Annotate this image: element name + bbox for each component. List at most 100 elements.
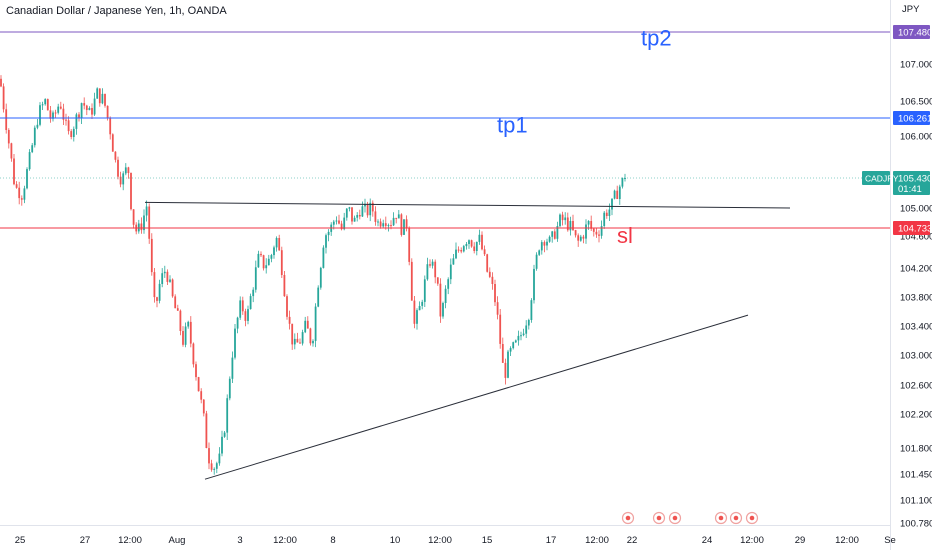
time-tick-label: 3 [237,535,242,546]
event-flag-icon[interactable] [668,511,682,525]
candle-body [447,279,450,289]
price-tag-tp2 [893,25,930,39]
candle-body [390,225,392,227]
candle-body [572,221,574,231]
candle-body [127,167,130,173]
candle-body [145,206,148,216]
price-tag-label-tp2: 107.480 [898,28,932,39]
candle-body [195,364,197,378]
candle-body [304,320,307,333]
event-flag-icon[interactable] [652,511,666,525]
candle-body [249,296,252,310]
candle-body [169,279,171,282]
event-flag-dot [625,515,631,521]
event-flag-icon[interactable] [714,511,728,525]
chart-title: Canadian Dollar / Japanese Yen, 1h, OAND… [6,5,227,17]
candle-body [75,114,78,129]
price-tick-label: 103.000 [900,351,932,362]
candle-body [504,362,507,378]
time-tick-label: 12:00 [835,535,859,546]
candle-body [236,317,239,329]
event-flag-icon[interactable] [729,511,743,525]
candle-body [455,249,457,259]
candle-body [491,276,494,284]
candle-body [20,198,23,200]
candle-body [527,320,530,326]
candle-body [226,398,229,433]
current-price-label: 105.430 [898,174,932,185]
candle-body [538,250,541,255]
candle-body [507,351,509,378]
price-tick-label: 102.600 [900,381,932,392]
time-axis[interactable]: 25 27 12:00 Aug 3 12:00 8 10 12:00 15 17 12:00 22 24 1… [15,535,896,546]
candle-body [163,271,166,274]
candle-body [46,99,49,111]
candle-body [150,238,153,273]
event-flag-dot [733,515,739,521]
plot-area[interactable] [0,0,890,525]
event-flag-dot [718,515,724,521]
event-flag-icon[interactable] [745,511,759,525]
candle-body [356,215,359,218]
candle-body [475,242,478,251]
candle-body [239,300,242,318]
candle-body [322,247,325,268]
candle-body [158,283,161,301]
candle-body [117,159,119,177]
candle-body [392,217,395,226]
countdown-label: 01:41 [898,184,922,195]
candle-body [93,98,96,115]
candle-body [83,103,86,106]
candle-body [171,279,174,297]
candle-body [473,246,476,251]
candle-body [561,214,564,221]
candle-body [275,238,278,248]
time-tick-label: 12:00 [118,535,142,546]
candle-body [247,309,249,321]
price-tick-label: 103.800 [900,293,932,304]
candle-body [611,198,613,210]
candle-body [452,258,455,265]
candle-body [556,226,559,239]
price-axis[interactable]: JPY 107.000106.500106.000105.000104.6001… [900,4,932,530]
candle-body [67,120,70,132]
candle-body [111,134,114,152]
candle-body [202,399,205,414]
candle-body [434,261,437,278]
price-tick-label: 103.400 [900,322,932,333]
price-axis-unit: JPY [902,4,920,15]
event-flag-icon[interactable] [621,511,635,525]
candle-body [382,223,385,227]
price-tag-sl [893,221,930,235]
candle-body [540,242,543,251]
candle-body [215,463,218,469]
candle-body [533,268,535,301]
candle-body [36,124,39,128]
time-tick-label: Se [884,535,896,546]
candle-body [577,235,580,241]
candle-body [109,118,112,135]
event-flag-dot [749,515,755,521]
candle-body [70,131,73,137]
event-markers[interactable] [621,511,759,525]
candle-body [525,325,528,334]
candle-body [78,114,80,118]
candle-body [137,223,140,232]
candle-body [85,105,88,110]
candle-body [343,217,346,230]
event-flag-dot [672,515,678,521]
candle-body [273,247,275,256]
candle-body [605,212,608,216]
candles-layer [0,75,626,475]
candle-body [299,342,301,344]
price-tag-tp1 [893,111,930,125]
price-tick-label: 106.000 [900,132,932,143]
current-price-tag [893,171,930,195]
candle-body [616,190,619,199]
candle-body [405,219,408,229]
candle-body [130,172,132,210]
candle-body [624,178,626,179]
candle-body [208,448,210,464]
candle-body [598,234,600,236]
